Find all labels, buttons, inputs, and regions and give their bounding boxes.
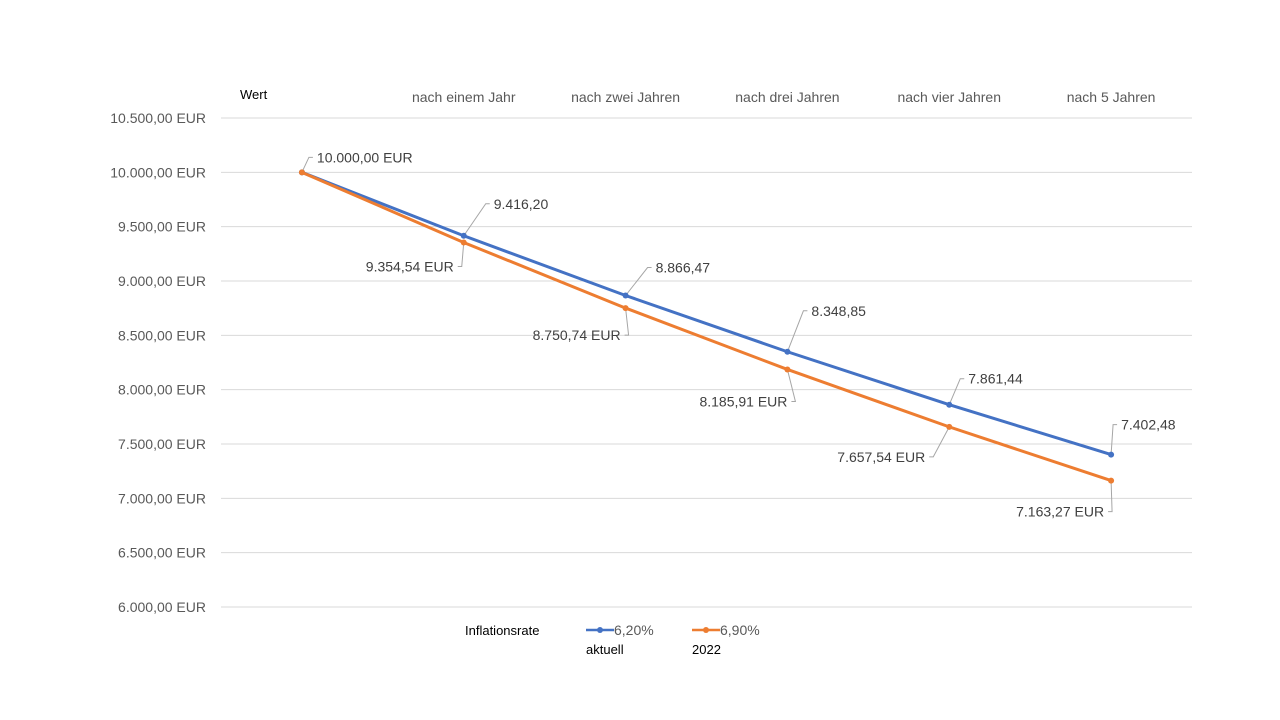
y-tick-label: 6.000,00 EUR xyxy=(118,599,206,615)
series-2-data-label: 7.163,27 EUR xyxy=(1016,504,1104,520)
y-tick-label: 10.500,00 EUR xyxy=(110,110,206,126)
series-1-point[interactable] xyxy=(622,292,629,299)
series-lines xyxy=(298,169,1115,484)
series-2-point[interactable] xyxy=(622,305,629,312)
x-axis-category-labels: nach einem Jahr nach zwei Jahren nach drei… xyxy=(412,89,1155,105)
label-leader-line xyxy=(1108,480,1113,513)
y-tick-label: 8.500,00 EUR xyxy=(118,327,206,343)
series-1-data-label: 7.402,48 xyxy=(1121,417,1176,433)
legend-series-2-sublabel: 2022 xyxy=(692,642,721,657)
series-1-line xyxy=(301,170,1112,457)
data-labels: 9.416,20 8.866,47 8.348,85 7.861,44 7.402,48… xyxy=(317,149,1176,519)
legend-entry-series-1[interactable]: 6,20% aktuell xyxy=(586,622,654,657)
series-2-point[interactable] xyxy=(298,169,305,176)
label-leader-line xyxy=(1110,424,1118,455)
legend: Inflationsrate 6,20% aktuell 6,90% 2022 xyxy=(465,622,760,657)
series-1-data-label: 9.416,20 xyxy=(494,196,549,212)
label-leader-line xyxy=(624,308,630,336)
series-2-data-label: 7.657,54 EUR xyxy=(837,449,925,465)
series-2-data-label: 8.185,91 EUR xyxy=(699,393,787,409)
y-tick-label: 10.000,00 EUR xyxy=(110,164,206,180)
legend-series-2-marker xyxy=(703,627,709,633)
y-axis-title: Wert xyxy=(240,87,268,102)
label-leader-line xyxy=(457,242,465,267)
series-1-data-label: 8.348,85 xyxy=(811,303,866,319)
x-category-label: nach vier Jahren xyxy=(897,89,1001,105)
series-1-point[interactable] xyxy=(460,232,467,239)
y-tick-label: 9.000,00 EUR xyxy=(118,273,206,289)
gridlines xyxy=(221,117,1192,608)
series-2-point[interactable] xyxy=(1108,477,1115,484)
data-label-leader-lines xyxy=(301,156,1118,513)
series-1-data-label: 7.861,44 xyxy=(968,371,1023,387)
y-tick-label: 8.000,00 EUR xyxy=(118,382,206,398)
label-leader-line xyxy=(301,156,313,173)
label-leader-line xyxy=(463,203,490,237)
y-tick-label: 7.500,00 EUR xyxy=(118,436,206,452)
series-2-data-label: 10.000,00 EUR xyxy=(317,149,413,165)
label-leader-line xyxy=(929,426,950,458)
series-1-point[interactable] xyxy=(1108,451,1115,458)
x-category-label: nach einem Jahr xyxy=(412,89,516,105)
series-2-point[interactable] xyxy=(946,423,953,430)
y-tick-label: 9.500,00 EUR xyxy=(118,219,206,235)
series-2-data-label: 9.354,54 EUR xyxy=(366,258,454,274)
label-leader-line xyxy=(786,369,797,402)
legend-entry-series-2[interactable]: 6,90% 2022 xyxy=(692,622,760,657)
x-category-label: nach zwei Jahren xyxy=(571,89,680,105)
legend-series-1-marker xyxy=(597,627,603,633)
legend-series-2-label: 6,90% xyxy=(720,622,760,638)
y-tick-label: 6.500,00 EUR xyxy=(118,545,206,561)
label-leader-line xyxy=(786,310,808,352)
series-2-point[interactable] xyxy=(460,239,467,246)
series-2-line xyxy=(301,170,1112,483)
series-1-data-label: 8.866,47 xyxy=(656,260,711,276)
x-category-label: nach drei Jahren xyxy=(735,89,839,105)
label-leader-line xyxy=(948,378,965,405)
series-1-point[interactable] xyxy=(946,401,953,408)
label-leader-line xyxy=(625,267,652,296)
legend-title: Inflationsrate xyxy=(465,623,539,638)
series-2-point[interactable] xyxy=(784,366,791,373)
x-category-label: nach 5 Jahren xyxy=(1067,89,1156,105)
series-2-data-label: 8.750,74 EUR xyxy=(533,327,621,343)
series-1-point[interactable] xyxy=(784,348,791,355)
y-axis-tick-labels: 6.000,00 EUR 6.500,00 EUR 7.000,00 EUR 7.50… xyxy=(110,110,206,615)
legend-series-1-label: 6,20% xyxy=(614,622,654,638)
y-tick-label: 7.000,00 EUR xyxy=(118,490,206,506)
legend-series-1-sublabel: aktuell xyxy=(586,642,624,657)
